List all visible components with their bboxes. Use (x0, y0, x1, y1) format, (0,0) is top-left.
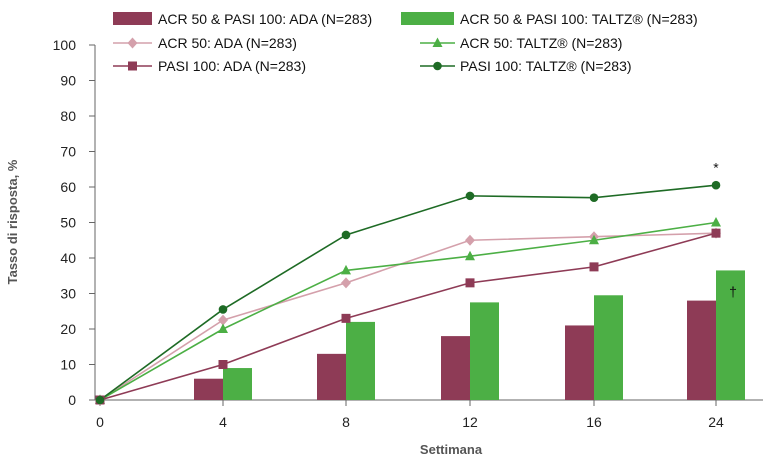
point-acr-50-taltz-n-283-week-4 (218, 323, 228, 333)
bar-acr-50-pasi-100-taltz-n-283-week-24 (716, 270, 745, 400)
annotation-asterisk: * (713, 159, 719, 175)
point-pasi-100-taltz-n-283-week-12 (465, 191, 475, 201)
point-acr-50-ada-n-283-week-8 (341, 277, 351, 289)
point-pasi-100-ada-n-283-week-4 (218, 360, 228, 369)
y-axis-label: Tasso di risposta, % (5, 159, 20, 284)
y-tick-label: 10 (60, 357, 76, 373)
y-tick-label: 90 (60, 73, 76, 89)
legend-label-acr-50-taltz-n-283: ACR 50: TALTZ® (N=283) (460, 35, 622, 51)
x-axis-label: Settimana (420, 442, 483, 457)
bar-acr-50-pasi-100-ada-n-283-week-8 (317, 353, 346, 400)
y-tick-label: 20 (60, 321, 76, 337)
point-pasi-100-taltz-n-283-week-16 (589, 193, 599, 202)
legend: ACR 50 & PASI 100: ADA (N=283) ACR 50 & P… (113, 11, 698, 74)
y-tick-label: 0 (68, 392, 76, 408)
point-acr-50-ada-n-283-week-12 (465, 234, 475, 246)
x-tick-label: 24 (708, 414, 724, 430)
legend-swatch-acr-50-pasi-100-taltz-n-283 (401, 12, 454, 25)
bar-acr-50-pasi-100-taltz-n-283-week-8 (346, 321, 375, 400)
legend-marker-pasi-100-ada-n-283 (128, 61, 137, 71)
bar-acr-50-pasi-100-ada-n-283-week-16 (565, 325, 594, 400)
point-pasi-100-taltz-n-283-week-24 (711, 180, 721, 190)
bar-acr-50-pasi-100-taltz-n-283-week-12 (470, 302, 499, 400)
bar-acr-50-pasi-100-ada-n-283-week-12 (441, 336, 470, 400)
x-tick-label: 12 (462, 414, 478, 430)
point-pasi-100-ada-n-283-week-24 (711, 228, 721, 238)
y-tick-label: 60 (60, 179, 76, 195)
bars (194, 270, 745, 400)
legend-marker-pasi-100-taltz-n-283 (433, 61, 442, 71)
bar-acr-50-pasi-100-taltz-n-283-week-4 (223, 368, 252, 400)
point-pasi-100-taltz-n-283-week-8 (341, 230, 351, 240)
legend-label-acr-50-pasi-100-taltz-n-283: ACR 50 & PASI 100: TALTZ® (N=283) (460, 11, 698, 27)
point-acr-50-taltz-n-283-week-8 (341, 264, 351, 275)
point-pasi-100-ada-n-283-week-16 (589, 262, 599, 272)
x-tick-label: 4 (219, 414, 227, 430)
lines (95, 180, 721, 406)
y-tick-label: 100 (53, 37, 77, 53)
x-tick-label: 0 (96, 414, 104, 430)
legend-label-pasi-100-taltz-n-283: PASI 100: TALTZ® (N=283) (460, 58, 632, 74)
legend-swatch-acr-50-pasi-100-ada-n-283 (113, 12, 152, 25)
bar-acr-50-pasi-100-ada-n-283-week-4 (194, 378, 223, 400)
line-acr-50-taltz-n-283 (99, 221, 717, 401)
legend-label-acr-50-pasi-100-ada-n-283: ACR 50 & PASI 100: ADA (N=283) (158, 11, 372, 27)
x-tick-label: 8 (342, 414, 350, 430)
legend-label-pasi-100-ada-n-283: PASI 100: ADA (N=283) (158, 58, 306, 74)
y-tick-label: 50 (60, 215, 76, 231)
bar-acr-50-pasi-100-taltz-n-283-week-16 (594, 295, 623, 400)
annotation-dagger: † (729, 284, 737, 300)
annotations: *† (713, 159, 737, 299)
legend-marker-acr-50-taltz-n-283 (432, 37, 443, 47)
point-acr-50-taltz-n-283-week-16 (589, 234, 599, 245)
x-tick-label: 16 (586, 414, 602, 430)
axes: 0 10 20 30 40 50 60 70 80 90 100 0 4 8 12 16 24 (53, 37, 763, 430)
bar-acr-50-pasi-100-ada-n-283-week-24 (687, 300, 716, 400)
legend-label-acr-50-ada-n-283: ACR 50: ADA (N=283) (158, 35, 297, 51)
y-tick-label: 80 (60, 108, 76, 124)
point-acr-50-taltz-n-283-week-24 (711, 217, 721, 227)
legend-marker-acr-50-ada-n-283 (127, 37, 138, 49)
y-tick-label: 70 (60, 144, 76, 160)
y-tick-label: 40 (60, 250, 76, 266)
point-acr-50-ada-n-283-week-4 (218, 314, 228, 326)
line-acr-50-ada-n-283 (99, 232, 717, 401)
point-pasi-100-ada-n-283-week-12 (465, 278, 475, 288)
line-pasi-100-taltz-n-283 (99, 184, 717, 401)
y-tick-label: 30 (60, 286, 76, 302)
line-pasi-100-ada-n-283 (99, 232, 717, 401)
point-pasi-100-taltz-n-283-week-0 (95, 395, 105, 405)
point-pasi-100-ada-n-283-week-8 (341, 313, 351, 323)
point-pasi-100-taltz-n-283-week-4 (218, 305, 228, 314)
point-acr-50-taltz-n-283-week-12 (465, 250, 475, 261)
